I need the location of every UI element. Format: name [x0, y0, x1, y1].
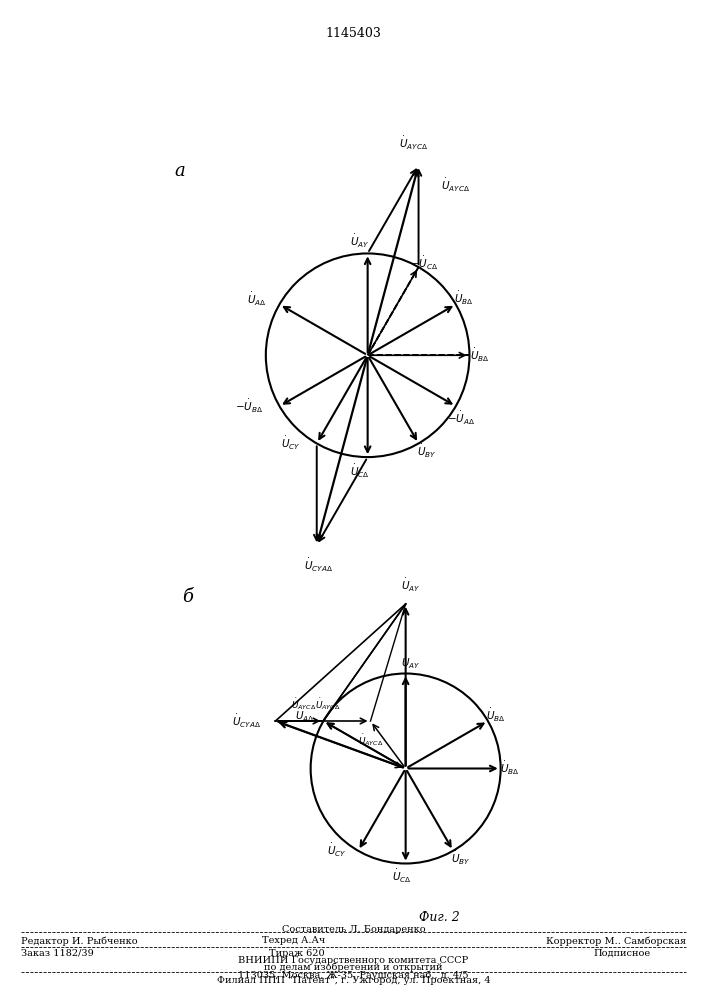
Text: Техред А.Ач: Техред А.Ач: [262, 936, 325, 945]
Text: $\dot{U}_{AY}$: $\dot{U}_{AY}$: [350, 233, 369, 250]
Text: $\dot{U}_{BY}$: $\dot{U}_{BY}$: [417, 443, 436, 460]
Text: 113035, Москва, Ж-35, Раушская наб., д. 4/5: 113035, Москва, Ж-35, Раушская наб., д. …: [238, 970, 469, 980]
Text: $\dot{U}_{CYA\Delta}$: $\dot{U}_{CYA\Delta}$: [232, 712, 262, 730]
Text: $\dot{U}_{A\Delta}$: $\dot{U}_{A\Delta}$: [295, 707, 314, 724]
Text: $-\dot{U}_{A\Delta}$: $-\dot{U}_{A\Delta}$: [447, 410, 475, 427]
Text: б: б: [182, 588, 194, 606]
Text: $\dot{U}_{CY}$: $\dot{U}_{CY}$: [281, 435, 301, 452]
Text: по делам изобретений и открытий: по делам изобретений и открытий: [264, 963, 443, 972]
Text: $\dot{U}_{C\Delta}$: $\dot{U}_{C\Delta}$: [392, 868, 411, 885]
Text: $\dot{U}_{BY}$: $\dot{U}_{BY}$: [451, 850, 471, 867]
Text: Тираж 620: Тираж 620: [269, 949, 325, 958]
Text: $\dot{U}_{B\Delta}$: $\dot{U}_{B\Delta}$: [470, 347, 489, 364]
Text: ВНИИПИ Государственного комитета СССР: ВНИИПИ Государственного комитета СССР: [238, 956, 469, 965]
Text: $\dot{U}_{B\Delta}$: $\dot{U}_{B\Delta}$: [501, 760, 520, 777]
Text: $\dot{U}_{C\Delta}$: $\dot{U}_{C\Delta}$: [350, 463, 369, 480]
Text: $\dot{U}_{AYC\Delta}$: $\dot{U}_{AYC\Delta}$: [441, 177, 470, 194]
Text: $\dot{U}_{AYC\Delta}$: $\dot{U}_{AYC\Delta}$: [358, 732, 383, 748]
Text: $\dot{U}_{A\Delta}$: $\dot{U}_{A\Delta}$: [247, 291, 267, 308]
Text: $\dot{U}_{B\Delta}$: $\dot{U}_{B\Delta}$: [454, 290, 474, 307]
Text: $\dot{U}_{CYA\Delta}$: $\dot{U}_{CYA\Delta}$: [304, 557, 333, 574]
Text: Корректор М.. Самборская: Корректор М.. Самборская: [546, 936, 686, 946]
Text: $\dot{U}_{CY}$: $\dot{U}_{CY}$: [327, 842, 347, 859]
Text: Фиг. 2: Фиг. 2: [419, 911, 460, 924]
Text: $\dot{U}_{B\Delta}$: $\dot{U}_{B\Delta}$: [486, 707, 506, 724]
Text: Подписное: Подписное: [594, 949, 650, 958]
Text: Редактор И. Рыбченко: Редактор И. Рыбченко: [21, 936, 138, 946]
Text: $-\dot{U}_{B\Delta}$: $-\dot{U}_{B\Delta}$: [235, 398, 263, 415]
Text: $\dot{U}_{AYC\Delta}$: $\dot{U}_{AYC\Delta}$: [399, 135, 428, 152]
Text: 1145403: 1145403: [325, 27, 382, 40]
Text: $\dot{U}_{AY}$: $\dot{U}_{AY}$: [401, 654, 420, 671]
Text: $\dot{U}_{AY}$: $\dot{U}_{AY}$: [401, 577, 420, 594]
Text: Филиал ППП "Патент", г. Ужгород, ул. Проектная, 4: Филиал ППП "Патент", г. Ужгород, ул. Про…: [216, 976, 491, 985]
Text: $\dot{U}_{AYC\Delta}$: $\dot{U}_{AYC\Delta}$: [291, 696, 317, 712]
Text: a: a: [174, 162, 185, 180]
Text: $-\dot{U}_{C\Delta}$: $-\dot{U}_{C\Delta}$: [411, 255, 439, 272]
Text: Заказ 1182/39: Заказ 1182/39: [21, 949, 94, 958]
Text: $\dot{U}_{AYC\Delta}$: $\dot{U}_{AYC\Delta}$: [315, 696, 341, 712]
Text: Составитель Л. Бондаренко: Составитель Л. Бондаренко: [281, 925, 426, 934]
